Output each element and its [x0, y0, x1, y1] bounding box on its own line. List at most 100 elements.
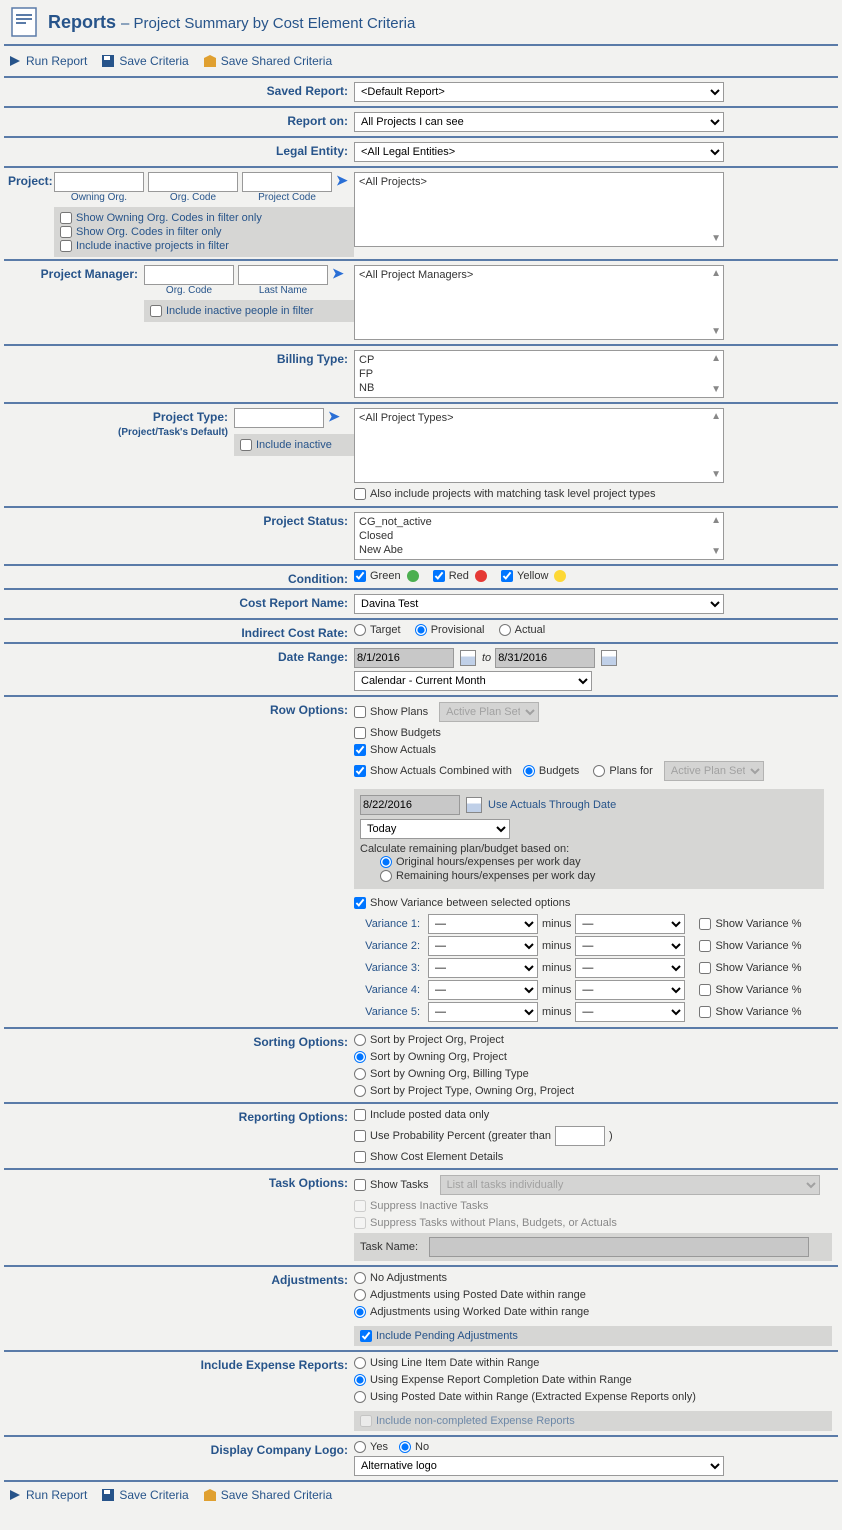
- owning-org-label: Owning Org.: [71, 192, 127, 203]
- no-adjustments-radio[interactable]: [354, 1272, 366, 1284]
- match-task-level-types-checkbox[interactable]: [354, 488, 366, 500]
- add-pm-icon[interactable]: ➤: [332, 265, 344, 282]
- add-project-type-icon[interactable]: ➤: [328, 408, 340, 425]
- include-posted-only-checkbox[interactable]: [354, 1109, 366, 1121]
- variance-1-left-select[interactable]: —: [428, 914, 538, 934]
- variance-1-right-select[interactable]: —: [575, 914, 685, 934]
- include-pending-adjustments-checkbox[interactable]: [360, 1330, 372, 1342]
- variance-2-pct-checkbox[interactable]: [699, 940, 711, 952]
- today-select[interactable]: Today: [360, 819, 510, 839]
- cost-report-name-select[interactable]: Davina Test: [354, 594, 724, 614]
- combined-budgets-radio[interactable]: [523, 765, 535, 777]
- pm-last-name-label: Last Name: [259, 285, 307, 296]
- show-org-codes-checkbox[interactable]: [60, 226, 72, 238]
- legal-entity-select[interactable]: <All Legal Entities>: [354, 142, 724, 162]
- show-tasks-checkbox[interactable]: [354, 1179, 366, 1191]
- date-preset-select[interactable]: Calendar - Current Month: [354, 671, 592, 691]
- show-cost-element-details-checkbox[interactable]: [354, 1151, 366, 1163]
- variance-2-left-select[interactable]: —: [428, 936, 538, 956]
- show-variance-checkbox[interactable]: [354, 897, 366, 909]
- project-status-listbox[interactable]: CG_not_active Closed New Abe ▲▼: [354, 512, 724, 560]
- calendar-actuals-icon[interactable]: [466, 797, 482, 813]
- save-criteria-button-bottom[interactable]: Save Criteria: [101, 1488, 188, 1502]
- save-shared-criteria-button[interactable]: Save Shared Criteria: [203, 54, 332, 68]
- pm-org-code-input[interactable]: [144, 265, 234, 285]
- add-project-icon[interactable]: ➤: [336, 172, 348, 189]
- include-inactive-types-checkbox[interactable]: [240, 439, 252, 451]
- saved-report-label: Saved Report:: [4, 80, 354, 98]
- sort-1-radio[interactable]: [354, 1034, 366, 1046]
- adj-worked-radio[interactable]: [354, 1306, 366, 1318]
- show-actuals-combined-checkbox[interactable]: [354, 765, 366, 777]
- variance-5-pct-checkbox[interactable]: [699, 1006, 711, 1018]
- variance-4-left-select[interactable]: —: [428, 980, 538, 1000]
- variance-5-left-select[interactable]: —: [428, 1002, 538, 1022]
- icr-target-radio[interactable]: [354, 624, 366, 636]
- date-from-input[interactable]: [354, 648, 454, 668]
- save-shared-criteria-button-bottom[interactable]: Save Shared Criteria: [203, 1488, 332, 1502]
- variance-3-pct-checkbox[interactable]: [699, 962, 711, 974]
- condition-green-checkbox[interactable]: [354, 570, 366, 582]
- calc-remaining-radio[interactable]: [380, 870, 392, 882]
- project-code-input[interactable]: [242, 172, 332, 192]
- pm-org-code-label: Org. Code: [166, 285, 212, 296]
- actuals-date-input[interactable]: [360, 795, 460, 815]
- combined-plans-radio[interactable]: [593, 765, 605, 777]
- billing-type-listbox[interactable]: CP FP NB ▲▼: [354, 350, 724, 398]
- owning-org-input[interactable]: [54, 172, 144, 192]
- use-probability-checkbox[interactable]: [354, 1130, 366, 1142]
- saved-report-select[interactable]: <Default Report>: [354, 82, 724, 102]
- date-to-input[interactable]: [495, 648, 595, 668]
- condition-red-checkbox[interactable]: [433, 570, 445, 582]
- project-type-input[interactable]: [234, 408, 324, 428]
- icr-actual-radio[interactable]: [499, 624, 511, 636]
- variance-2-right-select[interactable]: —: [575, 936, 685, 956]
- icr-provisional-radio[interactable]: [415, 624, 427, 636]
- show-budgets-checkbox[interactable]: [354, 727, 366, 739]
- org-code-input[interactable]: [148, 172, 238, 192]
- run-report-button-bottom[interactable]: Run Report: [8, 1488, 87, 1502]
- variance-3-label: Variance 3:: [354, 962, 424, 974]
- actuals-through-box: Use Actuals Through Date Today Calculate…: [354, 789, 824, 889]
- use-actuals-through-label: Use Actuals Through Date: [488, 799, 616, 811]
- run-report-button[interactable]: Run Report: [8, 54, 87, 68]
- pm-last-name-input[interactable]: [238, 265, 328, 285]
- calendar-from-icon[interactable]: [460, 650, 476, 666]
- logo-yes-radio[interactable]: [354, 1441, 366, 1453]
- include-inactive-projects-checkbox[interactable]: [60, 240, 72, 252]
- variance-4-pct-checkbox[interactable]: [699, 984, 711, 996]
- project-type-listbox[interactable]: <All Project Types>▲▼: [354, 408, 724, 483]
- variance-3-right-select[interactable]: —: [575, 958, 685, 978]
- save-criteria-button[interactable]: Save Criteria: [101, 54, 188, 68]
- variance-4-right-select[interactable]: —: [575, 980, 685, 1000]
- calc-original-radio[interactable]: [380, 856, 392, 868]
- calendar-to-icon[interactable]: [601, 650, 617, 666]
- show-plans-checkbox[interactable]: [354, 706, 366, 718]
- exp-posted-radio[interactable]: [354, 1391, 366, 1403]
- variance-5-right-select[interactable]: —: [575, 1002, 685, 1022]
- sort-4-radio[interactable]: [354, 1085, 366, 1097]
- to-label: to: [482, 652, 491, 664]
- show-actuals-checkbox[interactable]: [354, 744, 366, 756]
- report-on-select[interactable]: All Projects I can see: [354, 112, 724, 132]
- variance-3-left-select[interactable]: —: [428, 958, 538, 978]
- exp-lineitem-radio[interactable]: [354, 1357, 366, 1369]
- toolbar-top: Run Report Save Criteria Save Shared Cri…: [4, 46, 838, 76]
- condition-yellow-checkbox[interactable]: [501, 570, 513, 582]
- show-owning-org-codes-checkbox[interactable]: [60, 212, 72, 224]
- logo-alt-select[interactable]: Alternative logo: [354, 1456, 724, 1476]
- exp-completion-radio[interactable]: [354, 1374, 366, 1386]
- project-inputs: Owning Org. Org. Code Project Code ➤: [54, 172, 354, 203]
- probability-input[interactable]: [555, 1126, 605, 1146]
- sort-2-radio[interactable]: [354, 1051, 366, 1063]
- date-range-label: Date Range:: [4, 646, 354, 664]
- adj-posted-radio[interactable]: [354, 1289, 366, 1301]
- pm-listbox[interactable]: <All Project Managers>▲▼: [354, 265, 724, 340]
- sort-3-radio[interactable]: [354, 1068, 366, 1080]
- logo-no-radio[interactable]: [399, 1441, 411, 1453]
- task-name-input: [429, 1237, 809, 1257]
- project-listbox[interactable]: <All Projects>▼: [354, 172, 724, 247]
- include-inactive-people-checkbox[interactable]: [150, 305, 162, 317]
- variance-1-pct-checkbox[interactable]: [699, 918, 711, 930]
- variance-5-label: Variance 5:: [354, 1006, 424, 1018]
